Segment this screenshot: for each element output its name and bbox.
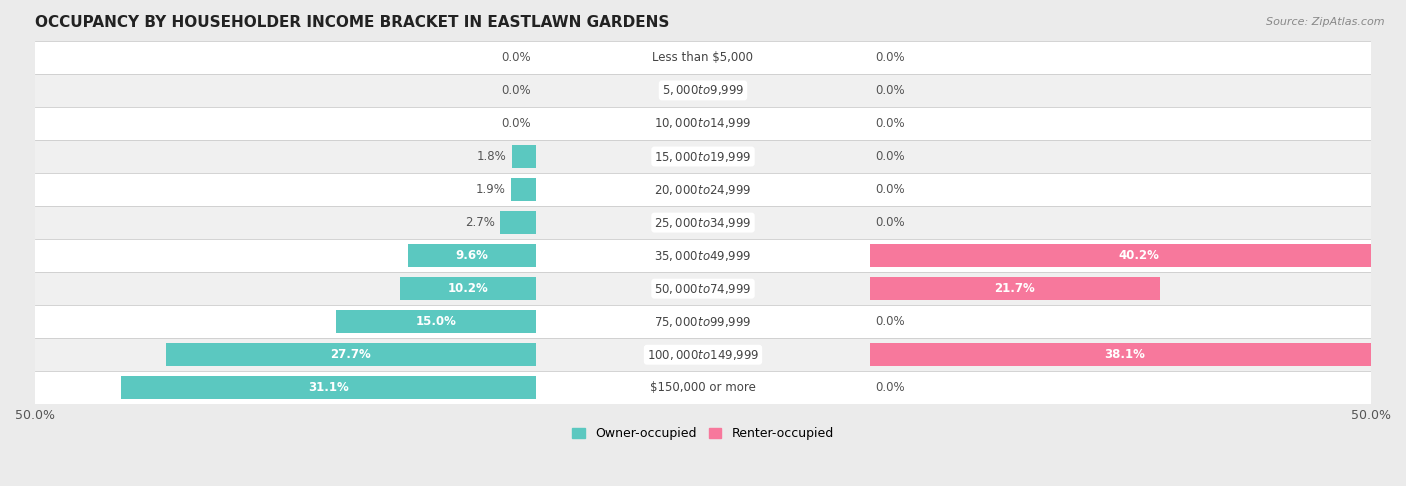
Text: 0.0%: 0.0%	[876, 183, 905, 196]
Bar	[336, 310, 536, 333]
Text: 9.6%: 9.6%	[456, 249, 488, 262]
Text: 0.0%: 0.0%	[876, 382, 905, 394]
Bar	[510, 178, 536, 201]
Text: 0.0%: 0.0%	[501, 84, 530, 97]
Text: 40.2%: 40.2%	[1118, 249, 1159, 262]
Bar	[35, 371, 1371, 404]
Text: $75,000 to $99,999: $75,000 to $99,999	[654, 315, 752, 329]
Text: 1.9%: 1.9%	[475, 183, 505, 196]
Bar	[35, 41, 1371, 74]
Text: 31.1%: 31.1%	[308, 382, 349, 394]
Bar	[870, 343, 1379, 366]
Text: 1.8%: 1.8%	[477, 150, 506, 163]
Text: $20,000 to $24,999: $20,000 to $24,999	[654, 183, 752, 196]
Text: 2.7%: 2.7%	[465, 216, 495, 229]
Text: 10.2%: 10.2%	[447, 282, 488, 295]
Text: 27.7%: 27.7%	[330, 348, 371, 361]
Text: 0.0%: 0.0%	[501, 117, 530, 130]
Bar	[399, 277, 536, 300]
Bar	[35, 338, 1371, 371]
Text: $25,000 to $34,999: $25,000 to $34,999	[654, 216, 752, 229]
Bar	[35, 173, 1371, 206]
Text: 0.0%: 0.0%	[876, 51, 905, 64]
Bar	[501, 211, 536, 234]
Text: 0.0%: 0.0%	[876, 315, 905, 328]
Text: 0.0%: 0.0%	[876, 150, 905, 163]
Text: Source: ZipAtlas.com: Source: ZipAtlas.com	[1267, 17, 1385, 27]
Text: 0.0%: 0.0%	[876, 84, 905, 97]
Bar	[35, 74, 1371, 107]
Text: 0.0%: 0.0%	[876, 117, 905, 130]
Text: OCCUPANCY BY HOUSEHOLDER INCOME BRACKET IN EASTLAWN GARDENS: OCCUPANCY BY HOUSEHOLDER INCOME BRACKET …	[35, 15, 669, 30]
Text: 0.0%: 0.0%	[501, 51, 530, 64]
Text: 21.7%: 21.7%	[994, 282, 1035, 295]
Text: 38.1%: 38.1%	[1104, 348, 1144, 361]
Bar	[408, 244, 536, 267]
Bar	[166, 343, 536, 366]
Text: $15,000 to $19,999: $15,000 to $19,999	[654, 150, 752, 163]
Bar	[35, 272, 1371, 305]
Text: 15.0%: 15.0%	[415, 315, 456, 328]
Text: $10,000 to $14,999: $10,000 to $14,999	[654, 117, 752, 130]
Text: $150,000 or more: $150,000 or more	[650, 382, 756, 394]
Text: $35,000 to $49,999: $35,000 to $49,999	[654, 249, 752, 262]
Bar	[35, 305, 1371, 338]
Text: Less than $5,000: Less than $5,000	[652, 51, 754, 64]
Bar	[870, 244, 1406, 267]
Bar	[512, 145, 536, 168]
Bar	[870, 277, 1160, 300]
Legend: Owner-occupied, Renter-occupied: Owner-occupied, Renter-occupied	[568, 422, 838, 445]
Text: 0.0%: 0.0%	[876, 216, 905, 229]
Bar	[35, 206, 1371, 239]
Text: $50,000 to $74,999: $50,000 to $74,999	[654, 282, 752, 295]
Text: $100,000 to $149,999: $100,000 to $149,999	[647, 348, 759, 362]
Bar	[35, 107, 1371, 140]
Bar	[35, 140, 1371, 173]
Bar	[121, 376, 536, 399]
Bar	[35, 239, 1371, 272]
Text: $5,000 to $9,999: $5,000 to $9,999	[662, 84, 744, 98]
